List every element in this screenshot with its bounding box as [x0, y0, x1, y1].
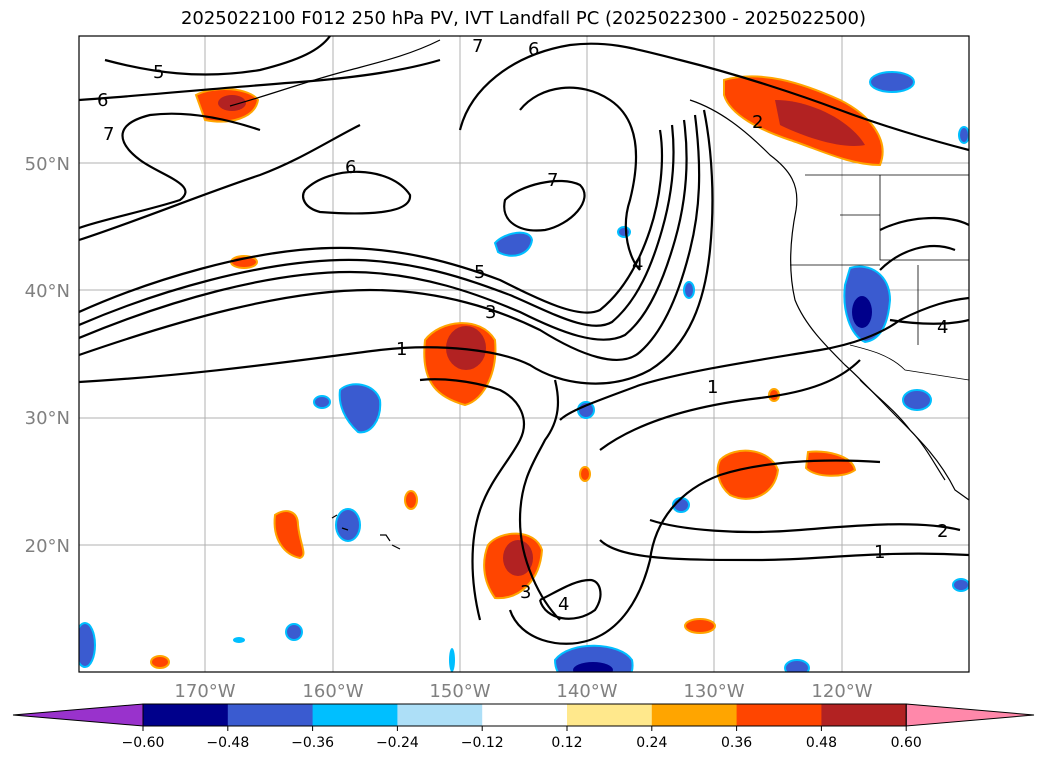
- contour-label: 1: [707, 377, 718, 398]
- colorbar-tick-label: −0.24: [376, 735, 419, 751]
- colorbar-tick-label: −0.36: [291, 735, 334, 751]
- colorbar-segment: [821, 704, 907, 726]
- contour-labels: 5 6 7 7 6 6 7 5 3 1 1 2 4 4 2 1 3 4: [97, 36, 948, 615]
- colorbar-outline: [142, 703, 907, 727]
- colorbar-segment: [482, 704, 568, 726]
- contour-label: 4: [558, 594, 569, 615]
- colorbar-tick-label: −0.48: [206, 735, 249, 751]
- lon-tick-label: 140°W: [556, 681, 617, 702]
- lat-tick-labels: 50°N 40°N 30°N 20°N: [25, 154, 70, 557]
- contour-label: 2: [752, 112, 763, 133]
- lon-tick-label: 120°W: [811, 681, 872, 702]
- lon-tick-labels: 170°W 160°W 150°W 140°W 130°W 120°W: [174, 681, 872, 702]
- contour-label: 1: [396, 339, 407, 360]
- colorbar-tick-label: 0.48: [806, 735, 837, 751]
- contour-label: 7: [547, 170, 558, 191]
- colorbar-segment: [312, 704, 398, 726]
- lon-tick-label: 160°W: [302, 681, 363, 702]
- map-title: 2025022100 F012 250 hPa PV, IVT Landfall…: [180, 8, 867, 29]
- colorbar-extend-max: [905, 703, 1035, 727]
- colorbar-segment: [567, 704, 653, 726]
- contour-label: 3: [485, 302, 496, 323]
- colorbar-segment: [736, 704, 822, 726]
- contour-label: 4: [937, 317, 948, 338]
- contour-label: 5: [474, 262, 485, 283]
- pv-contours: [79, 36, 969, 645]
- colorbar-segments: [12, 703, 1035, 727]
- contour-label: 6: [528, 39, 539, 60]
- contour-label: 5: [153, 62, 164, 83]
- colorbar-tick-label: 0.60: [891, 735, 922, 751]
- lat-tick-label: 20°N: [25, 536, 70, 557]
- colorbar-segment: [651, 704, 738, 726]
- lon-tick-label: 150°W: [429, 681, 490, 702]
- contour-label: 6: [97, 90, 108, 111]
- colorbar: −0.60 −0.48 −0.36 −0.24 −0.12 0.12 0.24 0.36 0.4…: [12, 703, 1035, 751]
- map-frame: [78, 35, 970, 673]
- contour-label: 4: [632, 254, 643, 275]
- colorbar-extend-min: [12, 703, 144, 727]
- coastlines: [229, 39, 969, 550]
- colorbar-tick-label: −0.60: [122, 735, 165, 751]
- contour-label: 3: [520, 582, 531, 603]
- lat-tick-label: 30°N: [25, 408, 70, 429]
- colorbar-segment: [227, 704, 314, 726]
- contour-label: 7: [103, 124, 114, 145]
- colorbar-tick-label: 0.24: [636, 735, 667, 751]
- negative-anomaly-fills: [79, 71, 969, 672]
- contour-label: 6: [345, 157, 356, 178]
- lon-tick-label: 130°W: [683, 681, 744, 702]
- lat-tick-label: 50°N: [25, 154, 70, 175]
- colorbar-segment: [143, 704, 229, 726]
- colorbar-tick-label: 0.12: [551, 735, 582, 751]
- contour-label: 1: [874, 542, 885, 563]
- colorbar-tick-label: 0.36: [721, 735, 752, 751]
- lat-tick-label: 40°N: [25, 281, 70, 302]
- colorbar-tick-label: −0.12: [461, 735, 504, 751]
- contour-label: 2: [937, 521, 948, 542]
- lon-tick-label: 170°W: [174, 681, 235, 702]
- colorbar-segment: [397, 704, 483, 726]
- contour-label: 7: [472, 36, 483, 57]
- colorbar-ticks: −0.60 −0.48 −0.36 −0.24 −0.12 0.12 0.24 0.36 0.4…: [122, 726, 922, 751]
